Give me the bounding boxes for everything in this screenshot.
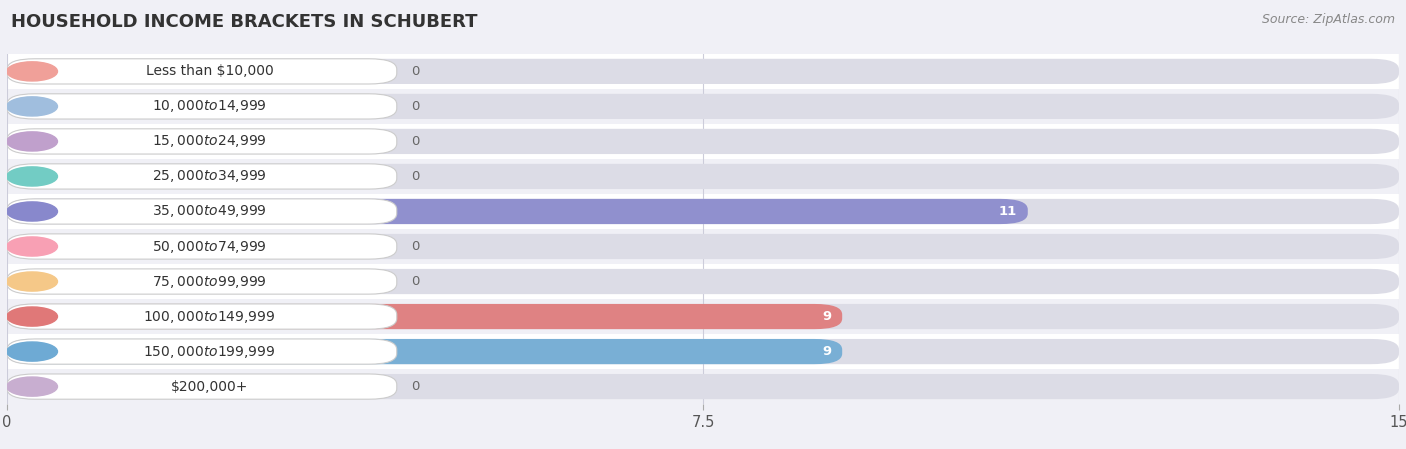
FancyBboxPatch shape xyxy=(7,59,396,84)
FancyBboxPatch shape xyxy=(7,129,1399,154)
FancyBboxPatch shape xyxy=(7,94,396,119)
FancyBboxPatch shape xyxy=(7,304,1399,329)
FancyBboxPatch shape xyxy=(7,164,1399,189)
FancyBboxPatch shape xyxy=(7,339,1399,364)
FancyBboxPatch shape xyxy=(7,129,396,154)
Circle shape xyxy=(7,132,58,151)
Bar xyxy=(7,124,1399,159)
Bar xyxy=(7,299,1399,334)
Text: 11: 11 xyxy=(998,205,1017,218)
Circle shape xyxy=(7,342,58,361)
Text: 0: 0 xyxy=(411,65,419,78)
Bar xyxy=(7,54,1399,89)
Text: $35,000 to $49,999: $35,000 to $49,999 xyxy=(152,203,267,220)
Text: $10,000 to $14,999: $10,000 to $14,999 xyxy=(152,98,267,114)
Circle shape xyxy=(7,237,58,256)
Text: Source: ZipAtlas.com: Source: ZipAtlas.com xyxy=(1261,13,1395,26)
Text: $150,000 to $199,999: $150,000 to $199,999 xyxy=(143,343,276,360)
FancyBboxPatch shape xyxy=(7,234,396,259)
Bar xyxy=(7,194,1399,229)
FancyBboxPatch shape xyxy=(7,269,1399,294)
Bar xyxy=(7,229,1399,264)
Text: $15,000 to $24,999: $15,000 to $24,999 xyxy=(152,133,267,150)
FancyBboxPatch shape xyxy=(7,59,1399,84)
Bar xyxy=(7,159,1399,194)
FancyBboxPatch shape xyxy=(7,374,1399,399)
Bar xyxy=(7,334,1399,369)
Bar xyxy=(7,264,1399,299)
Circle shape xyxy=(7,307,58,326)
Circle shape xyxy=(7,272,58,291)
FancyBboxPatch shape xyxy=(7,304,396,329)
Circle shape xyxy=(7,167,58,186)
Circle shape xyxy=(7,62,58,81)
Text: $200,000+: $200,000+ xyxy=(172,379,249,394)
Bar xyxy=(7,89,1399,124)
Circle shape xyxy=(7,377,58,396)
Text: $50,000 to $74,999: $50,000 to $74,999 xyxy=(152,238,267,255)
Text: $100,000 to $149,999: $100,000 to $149,999 xyxy=(143,308,276,325)
Text: 0: 0 xyxy=(411,275,419,288)
FancyBboxPatch shape xyxy=(7,199,1399,224)
FancyBboxPatch shape xyxy=(7,199,1028,224)
FancyBboxPatch shape xyxy=(7,94,1399,119)
FancyBboxPatch shape xyxy=(7,339,842,364)
Text: 9: 9 xyxy=(823,345,831,358)
FancyBboxPatch shape xyxy=(7,269,396,294)
FancyBboxPatch shape xyxy=(7,234,1399,259)
Text: Less than $10,000: Less than $10,000 xyxy=(146,64,274,79)
Text: 0: 0 xyxy=(411,135,419,148)
Text: HOUSEHOLD INCOME BRACKETS IN SCHUBERT: HOUSEHOLD INCOME BRACKETS IN SCHUBERT xyxy=(11,13,478,31)
Text: $75,000 to $99,999: $75,000 to $99,999 xyxy=(152,273,267,290)
FancyBboxPatch shape xyxy=(7,199,396,224)
Text: $25,000 to $34,999: $25,000 to $34,999 xyxy=(152,168,267,185)
Bar xyxy=(7,369,1399,404)
Text: 0: 0 xyxy=(411,380,419,393)
Circle shape xyxy=(7,97,58,116)
Circle shape xyxy=(7,202,58,221)
FancyBboxPatch shape xyxy=(7,339,396,364)
Text: 0: 0 xyxy=(411,100,419,113)
FancyBboxPatch shape xyxy=(7,374,396,399)
FancyBboxPatch shape xyxy=(7,304,842,329)
Text: 0: 0 xyxy=(411,170,419,183)
FancyBboxPatch shape xyxy=(7,164,396,189)
Text: 0: 0 xyxy=(411,240,419,253)
Text: 9: 9 xyxy=(823,310,831,323)
